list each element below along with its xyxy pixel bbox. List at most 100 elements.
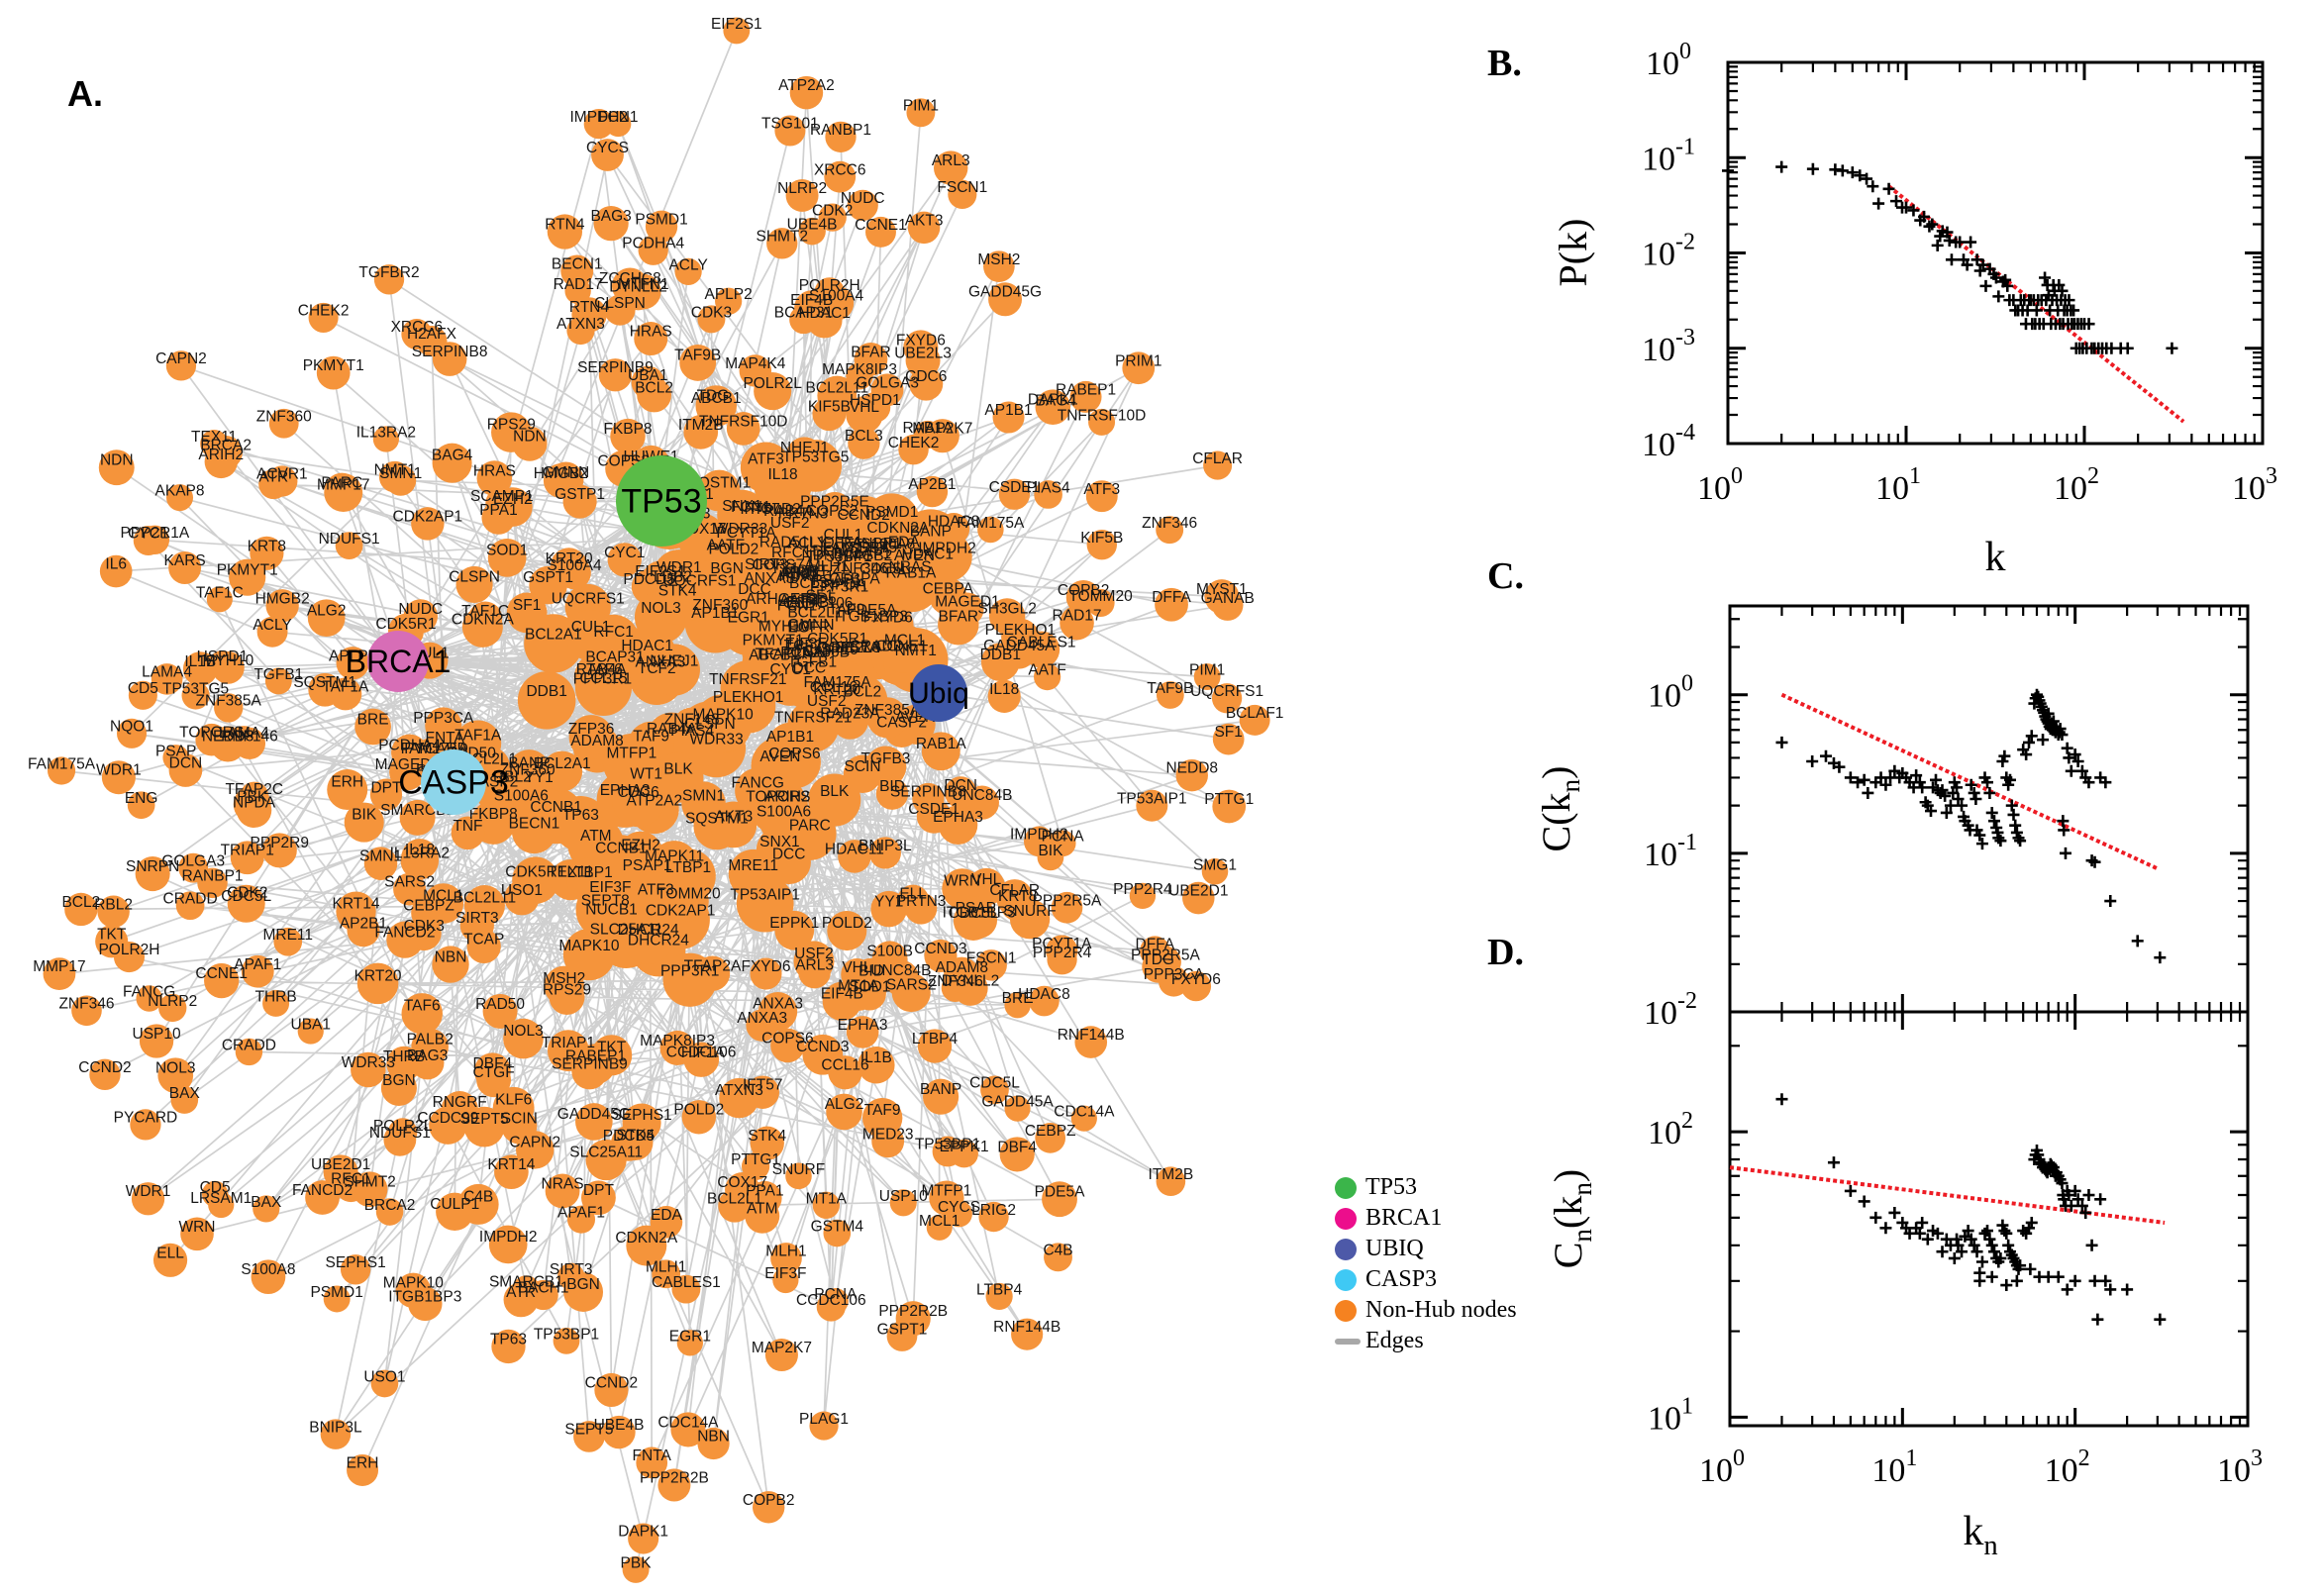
network-node xyxy=(89,1058,121,1091)
network-node-label: CTGF xyxy=(472,1064,514,1081)
network-node-label: KLF6 xyxy=(495,1092,532,1109)
network-node-label: CULP1 xyxy=(430,1196,479,1213)
y-tick-label: 102 xyxy=(1648,1108,1693,1151)
network-node xyxy=(133,525,163,556)
legend-dot-icon xyxy=(1335,1238,1357,1260)
network-node xyxy=(895,1301,931,1337)
network-node xyxy=(166,484,194,512)
network-node-label: AKAP8 xyxy=(155,483,205,500)
network-node-label: PLAG1 xyxy=(799,1411,849,1428)
network-node-label: DCN xyxy=(169,754,203,771)
network-node-label: MCL1 xyxy=(884,633,925,649)
network-node-label: CCDC106 xyxy=(666,1045,737,1061)
network-node xyxy=(602,1415,636,1449)
network-node-label: SHMT2 xyxy=(344,1174,396,1191)
network-node-label: PIM1 xyxy=(1189,662,1225,679)
network-node-label: CDK2 xyxy=(227,885,267,902)
network-node-label: ZNF385A xyxy=(196,693,262,710)
network-node-label: RAB4A xyxy=(576,661,627,678)
network-node xyxy=(235,1038,263,1066)
network-node-label: APAF1 xyxy=(234,956,281,973)
network-node-label: DHCR24 xyxy=(628,933,689,949)
network-node-label: USF2 xyxy=(807,693,847,710)
network-node xyxy=(429,1106,467,1145)
network-node-label: HUWE1 xyxy=(778,568,834,585)
network-node-label: IFT57 xyxy=(740,501,779,518)
network-node-label: MLH1 xyxy=(646,1259,686,1276)
network-node xyxy=(178,852,209,883)
network-node xyxy=(742,633,806,697)
network-node xyxy=(676,1330,704,1356)
network-node xyxy=(1211,589,1244,621)
network-node-label: BGN xyxy=(382,1072,416,1089)
network-node-label: NMT1 xyxy=(895,643,937,659)
network-node-label: RBL2 xyxy=(94,896,133,913)
network-node-label: DPT xyxy=(798,562,830,579)
network-node xyxy=(1088,408,1116,436)
network-node-label: ZNF346 xyxy=(58,995,114,1012)
network-node-label: PSMD1 xyxy=(310,1284,362,1301)
network-node-label: FANCD2 xyxy=(292,1182,353,1199)
network-node xyxy=(636,1446,668,1479)
network-node-label: FAM175A xyxy=(28,755,96,772)
network-node-label: BLK xyxy=(663,760,693,777)
network-node-label: MT1A xyxy=(838,978,879,995)
network-node xyxy=(512,426,548,461)
network-node xyxy=(758,795,809,845)
legend-item-label: Edges xyxy=(1365,1328,1424,1353)
network-node-label: CDC6 xyxy=(905,368,947,385)
network-node-label: DBF4 xyxy=(997,1139,1037,1155)
network-node-label: MSH2 xyxy=(977,251,1020,268)
network-node xyxy=(307,599,346,638)
network-node-label: CAPN2 xyxy=(509,1135,560,1151)
network-node xyxy=(923,1078,960,1115)
network-node-label: CDK5R1 xyxy=(807,631,867,648)
network-node-label: CDK3 xyxy=(691,304,732,321)
network-node-label: TAF1A xyxy=(322,678,369,695)
network-node-label: VHL xyxy=(850,399,880,416)
network-node xyxy=(324,472,359,508)
network-node-label: PIM1 xyxy=(903,98,939,115)
network-node-label: SOD1 xyxy=(849,978,890,995)
network-node xyxy=(988,598,1026,635)
network-node-label: YY1 xyxy=(524,769,553,786)
network-node-label: PRIM1 xyxy=(1115,352,1162,369)
network-node-label: UNC84B xyxy=(952,787,1012,804)
network-node-label: ATR xyxy=(258,469,288,486)
network-node xyxy=(130,1109,161,1141)
network-node-label: POLR2L xyxy=(373,1118,433,1135)
network-node-label: SLC25A11 xyxy=(569,1144,643,1160)
network-node-label: GADD45A xyxy=(981,1094,1054,1111)
network-node xyxy=(718,1189,752,1223)
network-node-label: TP63 xyxy=(490,1331,527,1347)
network-node-label: PCDHA4 xyxy=(622,235,684,251)
network-node xyxy=(929,1180,964,1216)
network-node-label: PIAS4 xyxy=(1027,479,1070,496)
network-node-label: RAB4A xyxy=(647,721,697,738)
network-node-label: CCND2 xyxy=(585,1374,638,1391)
network-node-label: CDC5L xyxy=(859,560,910,577)
network-node-label: SIRT3 xyxy=(745,556,788,573)
network-node xyxy=(1004,992,1031,1019)
network-node xyxy=(798,217,826,246)
network-node-label: PPP2R4 xyxy=(1113,881,1172,898)
network-panel: BCL2 MCL1 BAX APAF1 CASP2 BID CFLAR STK4 BCL2L1 B… xyxy=(28,16,1283,1583)
network-node xyxy=(97,895,130,929)
network-node-label: BCL3 xyxy=(789,575,828,592)
network-node-label: DYNLL2 xyxy=(942,973,1000,990)
y-axis-title: Cn(kn) xyxy=(1546,1169,1597,1269)
network-node-label: TGFB1 xyxy=(253,666,303,683)
network-node-label: POLD2 xyxy=(708,542,758,558)
network-node-label: CRADD xyxy=(163,891,218,908)
network-node xyxy=(136,985,162,1012)
network-node xyxy=(668,558,731,622)
network-node-label: APLP2 xyxy=(705,286,753,303)
network-node-label: BAG3 xyxy=(590,208,631,225)
network-node-label: HDAC1 xyxy=(621,638,673,654)
network-node-label: MSH2 xyxy=(543,970,585,987)
network-node-label: BRCA2 xyxy=(200,437,252,453)
network-node xyxy=(128,680,157,710)
network-node-label: PPP2R4 xyxy=(1033,945,1092,961)
network-node-label: CDK3 xyxy=(404,918,445,935)
network-node xyxy=(545,1173,580,1209)
